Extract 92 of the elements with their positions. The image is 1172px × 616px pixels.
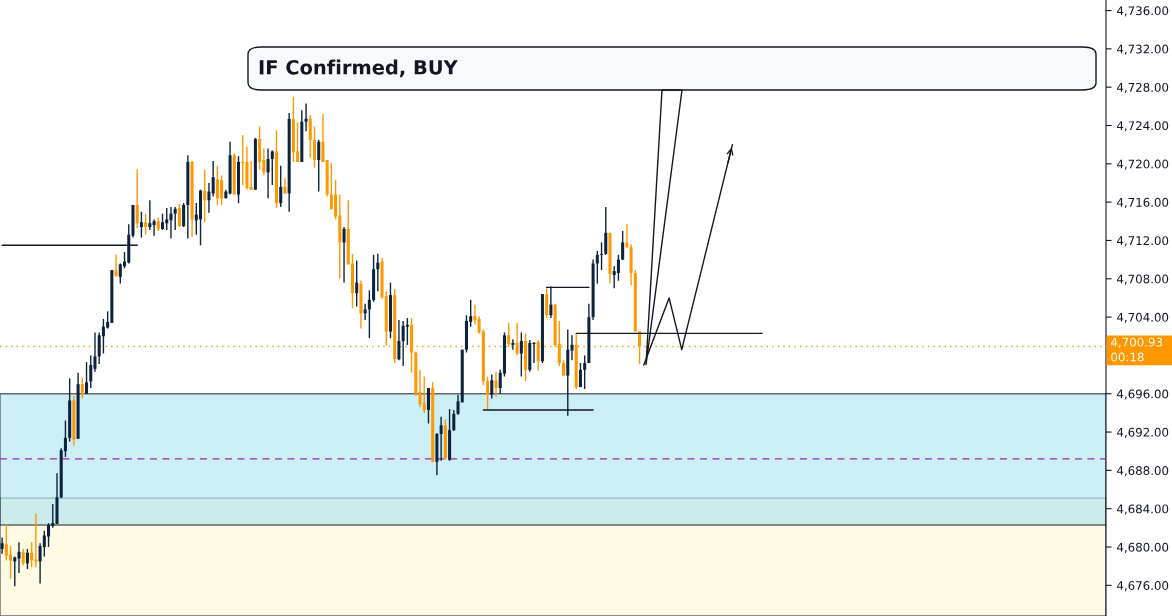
candlestick (342, 226, 346, 284)
candlestick (241, 134, 245, 186)
candlestick (363, 302, 367, 321)
candlestick (604, 206, 608, 256)
y-tick-label: 4,724.00 (1116, 121, 1169, 132)
candlestick (220, 174, 224, 206)
candlestick (203, 168, 207, 223)
candlestick (182, 202, 186, 228)
candlestick (135, 168, 139, 229)
candlestick (249, 160, 253, 191)
candlestick (118, 262, 122, 285)
candlestick (422, 375, 426, 414)
candlestick (89, 354, 93, 389)
candlestick (148, 199, 152, 231)
candlestick (274, 129, 279, 209)
candlestick (397, 319, 401, 361)
y-tick-label: 4,728.00 (1116, 82, 1169, 94)
candlestick (0, 536, 4, 555)
candlestick (312, 125, 317, 169)
candlestick (144, 212, 148, 236)
candlestick (494, 371, 498, 398)
candlestick (270, 149, 274, 186)
candlestick (152, 218, 156, 237)
candlestick (519, 331, 523, 378)
candlestick (583, 354, 587, 390)
candlestick (169, 206, 173, 240)
candlestick (600, 241, 604, 271)
candlestick (47, 522, 51, 548)
candlestick (376, 253, 380, 292)
y-tick-label: 4,676.00 (1116, 581, 1169, 592)
candlestick (452, 409, 456, 432)
candlestick (42, 530, 46, 558)
candlestick (211, 160, 215, 198)
y-tick-label: 4,680.00 (1116, 542, 1169, 553)
candlestick (139, 211, 143, 239)
y-tick-label: 4,720.00 (1116, 159, 1169, 170)
candlestick (545, 287, 549, 319)
candlestick (549, 285, 553, 319)
y-tick-label: 4,692.00 (1116, 427, 1169, 438)
candlestick (97, 331, 101, 365)
candlestick (621, 230, 625, 261)
candlestick (616, 254, 620, 282)
y-tick-label: 4,712.00 (1116, 236, 1169, 247)
candlestick (473, 303, 477, 326)
candlestick (317, 139, 321, 193)
ref-line-label: 4,700.93 (1111, 337, 1163, 348)
candlestick (308, 114, 312, 159)
candlestick (490, 373, 494, 400)
y-tick-label: 4,732.00 (1116, 44, 1169, 55)
candlestick (439, 416, 443, 462)
candlestick (80, 376, 84, 400)
y-tick-label: 4,696.00 (1116, 389, 1169, 400)
candlestick (321, 113, 325, 163)
candlestick (405, 317, 409, 346)
candlestick (426, 387, 430, 425)
candlestick (177, 203, 181, 228)
candlestick (418, 369, 422, 408)
candlestick (595, 250, 599, 285)
candlestick (355, 259, 359, 308)
candlestick (279, 165, 283, 208)
candlestick (638, 330, 642, 365)
candlestick (173, 206, 177, 231)
candlestick (296, 121, 300, 163)
candlestick (511, 338, 515, 351)
candlestick (536, 339, 540, 372)
y-tick-label: 4,684.00 (1116, 504, 1169, 515)
y-tick-label: 4,736.00 (1116, 6, 1169, 17)
y-tick-label: 4,688.00 (1116, 466, 1169, 477)
candlestick (30, 541, 34, 568)
candlestick (258, 125, 262, 171)
candlestick (25, 548, 29, 570)
candlestick (367, 289, 371, 339)
text: 00:18 (1111, 352, 1144, 362)
candlestick (85, 361, 89, 395)
y-tick-label: 4,708.00 (1116, 274, 1169, 285)
y-tick-label: 4,716.00 (1116, 197, 1169, 208)
candlestick (34, 512, 38, 568)
candlestick (266, 147, 270, 200)
candlestick (4, 524, 8, 562)
annotation: IF Confirmed, BUY (259, 59, 458, 78)
candlestick (515, 322, 519, 357)
candlestick (215, 165, 219, 206)
candlestick (207, 182, 211, 214)
candlestick (625, 223, 629, 249)
candlestick (101, 318, 105, 355)
candlestick (17, 541, 21, 574)
candlestick (165, 207, 169, 231)
candlestick (114, 254, 118, 278)
candlestick (401, 320, 405, 367)
candlestick (304, 102, 308, 132)
y-tick-label: 4,704.00 (1116, 312, 1169, 323)
candlestick (486, 375, 490, 411)
